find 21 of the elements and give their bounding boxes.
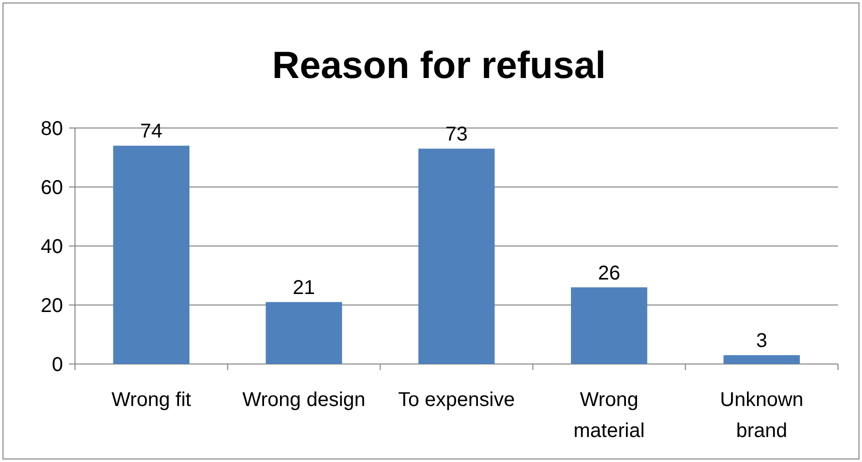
data-label: 73: [445, 124, 468, 146]
x-tick-label: Wrong material: [574, 389, 645, 442]
data-label: 74: [140, 120, 162, 143]
bar: [113, 146, 190, 364]
y-tick-label: 0: [52, 354, 63, 376]
x-tick-label: Unknown brand: [720, 389, 804, 442]
bar: [418, 148, 495, 364]
x-tick-label: Wrong fit: [111, 389, 192, 411]
y-tick-label: 60: [40, 177, 63, 199]
y-tick-label: 20: [40, 295, 63, 317]
y-tick-label: 80: [40, 118, 63, 140]
bar: [266, 302, 342, 364]
data-label: 26: [598, 262, 620, 284]
x-tick-label: To expensive: [398, 389, 515, 411]
data-label: 21: [292, 277, 316, 300]
x-tick-label: Wrong design: [242, 389, 366, 411]
bar: [570, 287, 648, 364]
y-tick-label: 40: [40, 236, 63, 258]
chart-title: Reason for refusal: [272, 45, 606, 87]
bar: [724, 355, 800, 364]
data-label: 3: [756, 330, 768, 352]
